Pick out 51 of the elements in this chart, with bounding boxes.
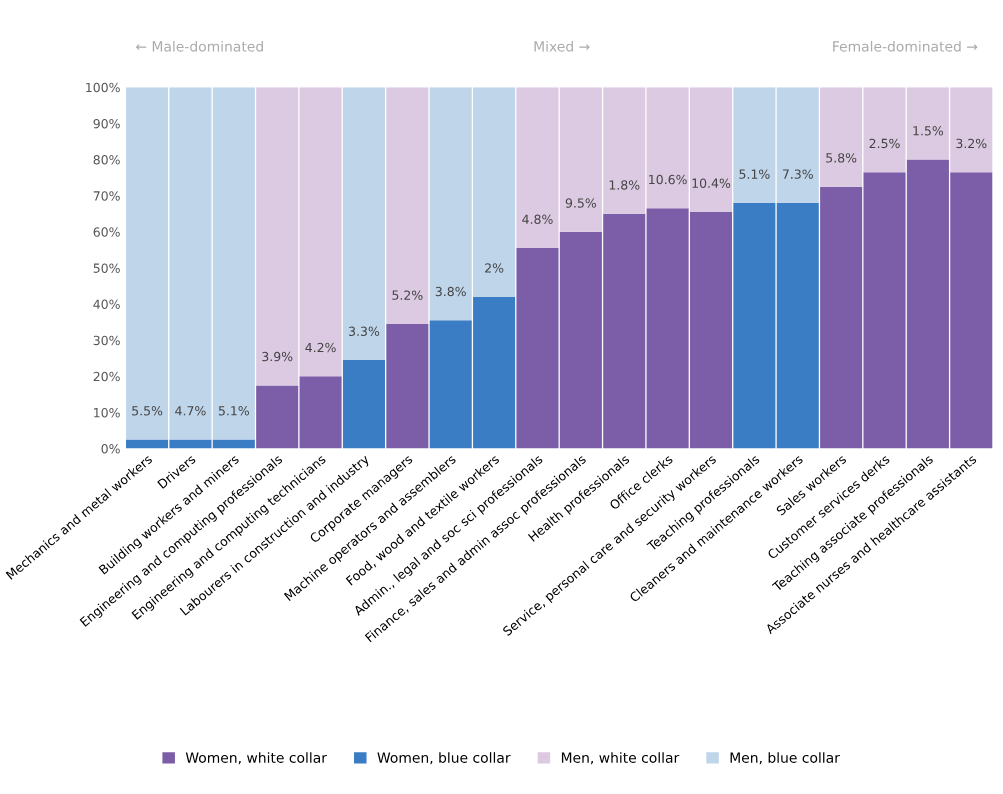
y-tick-label: 0% <box>101 444 120 454</box>
legend-label: Women, blue collar <box>377 752 511 765</box>
annotation: 5.5% <box>132 406 163 416</box>
y-tick-label: 50% <box>93 263 120 273</box>
annotation: 5.1% <box>218 406 250 416</box>
annotation: 5.2% <box>392 290 423 300</box>
y-tick-label: 20% <box>93 371 120 382</box>
bar <box>212 87 255 440</box>
bar <box>299 376 342 449</box>
y-tick-label: 40% <box>93 299 120 310</box>
annotation: 7.3% <box>782 169 813 179</box>
text: ← Male-dominated <box>136 40 263 52</box>
legend-label: Men, blue collar <box>730 752 840 765</box>
annotation: 4.7% <box>175 406 206 416</box>
bar <box>386 323 429 449</box>
annotation: 4.8% <box>522 214 553 225</box>
y-tick-label: 60% <box>93 227 120 237</box>
bar <box>342 360 385 449</box>
bar <box>299 87 342 377</box>
y-tick-label: 10% <box>94 407 120 418</box>
annotation: 2.5% <box>869 138 900 149</box>
annotation: 3.2% <box>956 138 987 149</box>
y-tick-label: 30% <box>93 335 120 346</box>
bar <box>733 202 776 449</box>
bar <box>342 87 385 361</box>
annotation: 5.1% <box>739 169 770 179</box>
annotation: 3.8% <box>435 286 466 297</box>
bar <box>256 87 299 386</box>
bar <box>776 87 819 203</box>
bar <box>733 87 776 203</box>
annotation: 3.9% <box>262 351 293 362</box>
annotation: 4.2% <box>305 342 336 353</box>
y-tick-label: 100% <box>86 82 120 93</box>
bar <box>776 202 819 449</box>
annotation: 2% <box>485 263 504 273</box>
text: Mixed → <box>534 40 590 52</box>
annotation: 10.4% <box>692 178 731 188</box>
legend-label: Women, white collar <box>185 752 327 765</box>
annotation: 1.8% <box>609 180 640 190</box>
bar <box>256 385 299 449</box>
annotation: 10.6% <box>649 174 687 185</box>
annotation: 3.3% <box>349 326 380 336</box>
legend-label: Men, white collar <box>561 752 680 765</box>
y-tick-label: 90% <box>93 118 120 129</box>
annotation: 1.5% <box>913 126 944 136</box>
y-tick-label: 80% <box>93 155 120 165</box>
y-tick-label: 70% <box>93 191 120 201</box>
bar <box>386 87 429 324</box>
text: Female-dominated → <box>833 40 978 52</box>
annotation: 5.8% <box>826 153 857 163</box>
annotation: 9.5% <box>565 198 597 208</box>
